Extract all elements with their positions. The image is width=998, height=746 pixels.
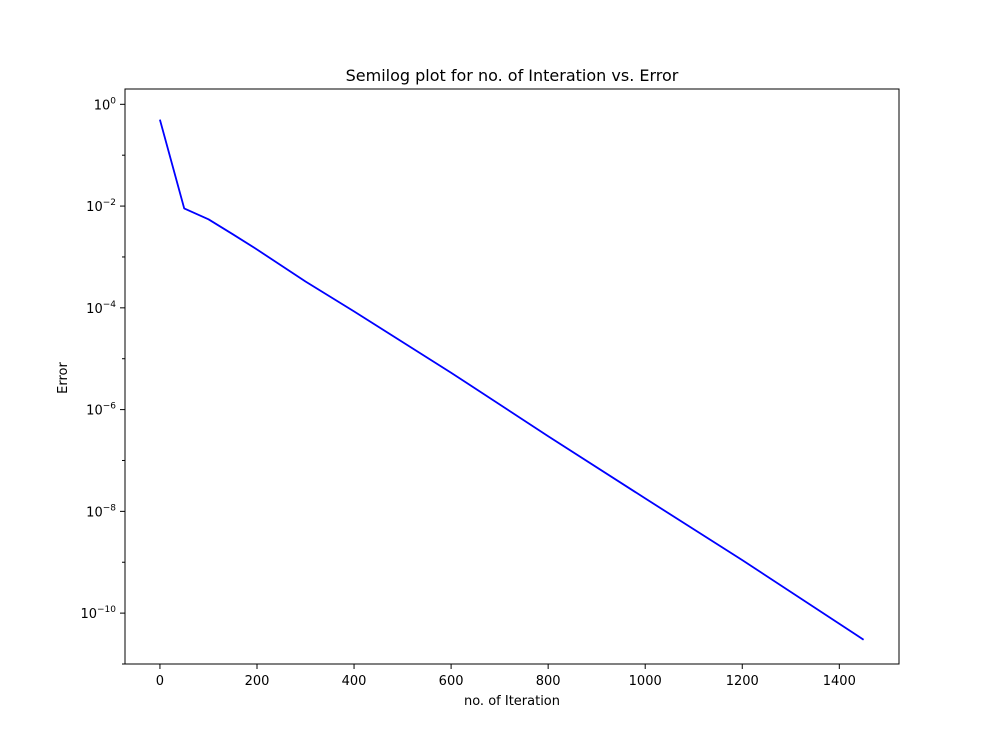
- plot-frame: [124, 88, 900, 665]
- x-tick-label: 1400: [823, 674, 856, 689]
- x-axis-label: no. of Iteration: [464, 694, 560, 709]
- x-tick-label: 0: [156, 674, 164, 689]
- y-tick-label: 10−2: [86, 198, 116, 215]
- y-axis: 100 10−2 10−4 10−6 10−8 10−10: [80, 96, 125, 665]
- y-tick-label: 10−8: [86, 503, 116, 520]
- series-layer: [159, 119, 865, 641]
- x-tick-label: 600: [439, 674, 464, 689]
- plot-area: [124, 88, 900, 665]
- chart-title: Semilog plot for no. of Interation vs. E…: [346, 66, 679, 85]
- x-tick-label: 400: [342, 674, 367, 689]
- x-tick-label: 1200: [726, 674, 759, 689]
- error-series-line: [159, 119, 865, 641]
- y-tick-label: 10−10: [80, 605, 116, 622]
- x-tick-label: 1000: [629, 674, 662, 689]
- y-tick-label: 100: [94, 96, 117, 113]
- x-axis: 0 200 400 600 800 1000 1200 1400: [156, 664, 856, 689]
- x-tick-label: 800: [536, 674, 561, 689]
- x-tick-label: 200: [245, 674, 270, 689]
- y-tick-label: 10−6: [86, 402, 116, 419]
- y-tick-label: 10−4: [86, 300, 116, 317]
- y-axis-label: Error: [56, 362, 71, 394]
